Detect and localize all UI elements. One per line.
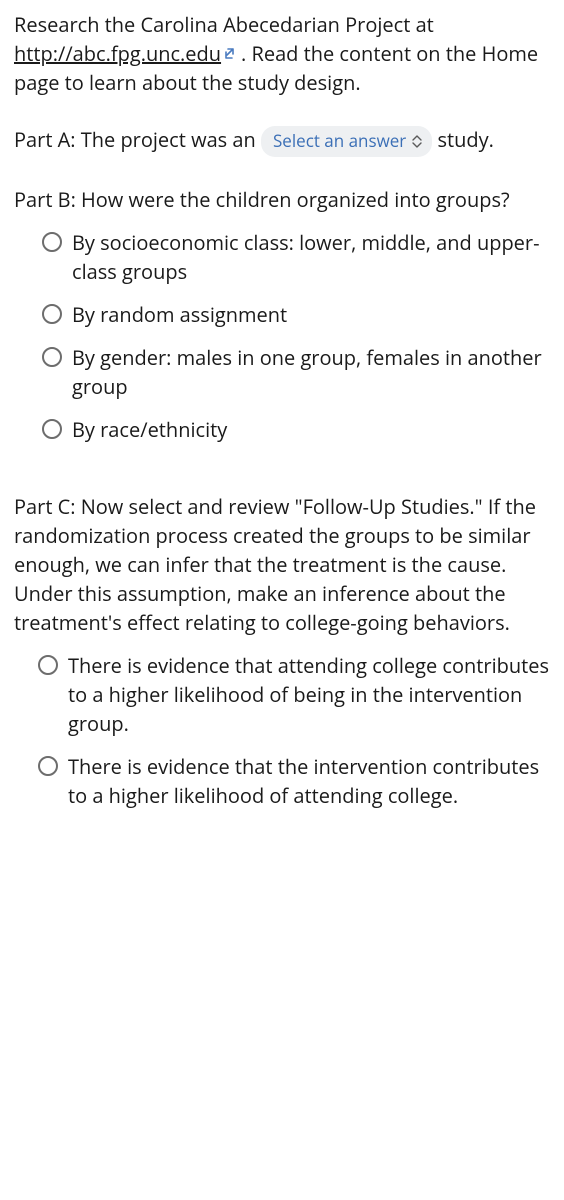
part-c-options: There is evidence that attending college… [14, 651, 550, 810]
intro-paragraph: Research the Carolina Abecedarian Projec… [14, 10, 550, 97]
radio-icon [42, 304, 62, 324]
part-c-option[interactable]: There is evidence that the intervention … [38, 752, 550, 810]
part-a-post: study. [437, 126, 493, 153]
option-text: By socioeconomic class: lower, middle, a… [72, 228, 550, 286]
radio-icon [38, 655, 58, 675]
part-a: Part A: The project was an Select an ans… [14, 125, 550, 157]
part-b-option[interactable]: By random assignment [42, 300, 550, 329]
radio-icon [42, 419, 62, 439]
option-text: There is evidence that the intervention … [68, 752, 550, 810]
radio-icon [38, 756, 58, 776]
part-b-prompt: Part B: How were the children organized … [14, 185, 550, 214]
part-c-prompt: Part C: Now select and review "Follow-Up… [14, 492, 550, 637]
part-c: Part C: Now select and review "Follow-Up… [14, 492, 550, 810]
intro-pre: Research the Carolina Abecedarian Projec… [14, 11, 434, 38]
radio-icon [42, 232, 62, 252]
select-placeholder: Select an answer [273, 129, 406, 154]
part-b-option[interactable]: By gender: males in one group, females i… [42, 343, 550, 401]
part-b-option[interactable]: By socioeconomic class: lower, middle, a… [42, 228, 550, 286]
option-text: By gender: males in one group, females i… [72, 343, 550, 401]
part-c-option[interactable]: There is evidence that attending college… [38, 651, 550, 738]
option-text: By random assignment [72, 300, 550, 329]
part-b: Part B: How were the children organized … [14, 185, 550, 444]
project-link[interactable]: http://abc.fpg.unc.edu [14, 40, 221, 67]
part-a-pre: Part A: The project was an [14, 126, 261, 153]
chevron-up-down-icon [412, 135, 422, 148]
radio-icon [42, 347, 62, 367]
part-a-select[interactable]: Select an answer [261, 126, 432, 157]
option-text: By race/ethnicity [72, 415, 550, 444]
part-b-option[interactable]: By race/ethnicity [42, 415, 550, 444]
external-link-icon [223, 40, 239, 69]
part-b-options: By socioeconomic class: lower, middle, a… [14, 228, 550, 444]
option-text: There is evidence that attending college… [68, 651, 550, 738]
